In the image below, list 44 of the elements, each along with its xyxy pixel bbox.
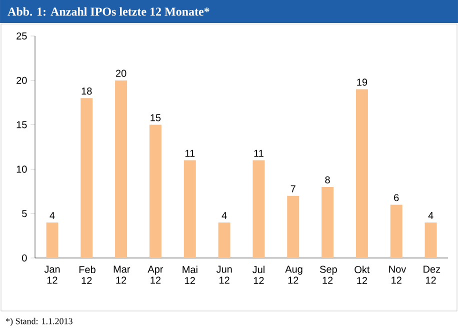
y-tick-label: 20 (16, 76, 27, 84)
x-tick-label: Jan 12 (44, 266, 60, 284)
x-tick-label: Dez 12 (424, 266, 440, 284)
x-tick-label: Jun 12 (216, 266, 232, 284)
y-tick-label: 0 (22, 254, 27, 262)
bar (252, 160, 265, 258)
data-label: 11 (185, 150, 195, 157)
data-label: 4 (222, 212, 227, 219)
data-label: 18 (82, 88, 92, 95)
x-tick-label: Feb 12 (79, 266, 96, 284)
text: *) Stand: 1.1.2013 (6, 318, 72, 326)
bar (218, 222, 230, 258)
y-tick-label: 15 (16, 121, 27, 128)
bar (115, 80, 128, 258)
data-label: 19 (357, 78, 368, 86)
bar (287, 196, 300, 258)
bar (80, 98, 93, 258)
x-tick-label: Nov 12 (389, 266, 406, 284)
bar (390, 204, 402, 258)
data-label: 7 (290, 185, 296, 192)
data-label: 8 (325, 176, 330, 184)
x-tick-label: Apr 12 (148, 266, 164, 284)
x-tick-label: Mar 12 (114, 266, 130, 284)
data-label: 15 (150, 114, 161, 122)
data-label: 4 (428, 212, 434, 219)
y-tick-label: 5 (22, 210, 27, 218)
bar (184, 160, 196, 258)
data-label: 6 (394, 194, 399, 202)
x-tick-label: Okt 12 (354, 266, 370, 284)
x-tick-label: Sep 12 (320, 266, 337, 284)
data-label: 4 (50, 212, 55, 219)
bar (356, 89, 368, 258)
bar (322, 186, 334, 258)
bar (46, 222, 58, 258)
x-tick-label: Aug 12 (285, 266, 302, 284)
y-tick-label: 25 (16, 32, 27, 40)
chart-title: Abb. 1: Anzahl IPOs letzte 12 Monate* (8, 7, 210, 16)
y-tick-label: 10 (16, 166, 27, 173)
x-tick-label: Mai 12 (182, 266, 198, 284)
bar (424, 222, 437, 258)
data-label: 20 (116, 70, 126, 77)
bar (149, 124, 162, 258)
x-tick-label: Jul 12 (252, 266, 264, 284)
data-label: 11 (254, 150, 264, 157)
